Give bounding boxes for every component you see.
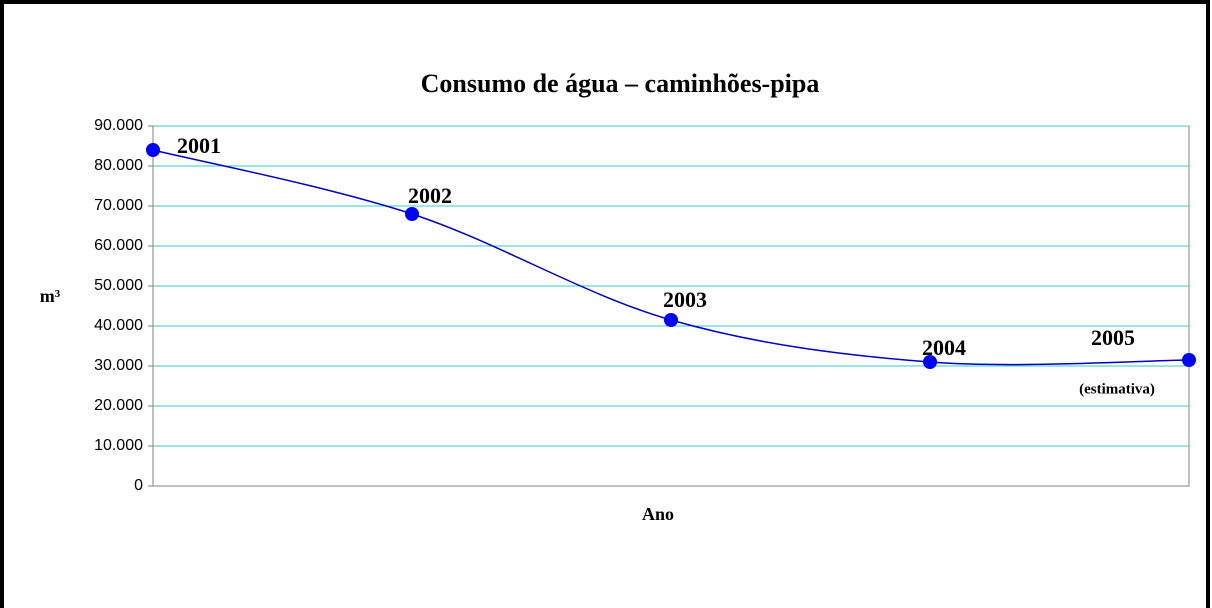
y-tick-label: 80.000 <box>94 157 143 174</box>
marker <box>1182 353 1196 367</box>
point-label: 2004 <box>922 335 966 360</box>
x-axis-label: Ano <box>642 504 674 524</box>
point-label: 2001 <box>177 133 221 158</box>
y-tick-label: 70.000 <box>94 197 143 214</box>
y-tick-label: 60.000 <box>94 237 143 254</box>
y-axis-label: m³ <box>40 286 61 306</box>
y-tick-label: 30.000 <box>94 357 143 374</box>
y-tick-label: 10.000 <box>94 437 143 454</box>
y-tick-label: 0 <box>134 477 143 494</box>
y-tick-label: 40.000 <box>94 317 143 334</box>
point-label: 2005 <box>1091 325 1135 350</box>
y-tick-label: 50.000 <box>94 277 143 294</box>
y-tick-label: 90.000 <box>94 117 143 134</box>
plot-area <box>152 125 1190 487</box>
annotation: (estimativa) <box>1079 381 1155 397</box>
point-label: 2002 <box>408 183 452 208</box>
y-tick-label: 20.000 <box>94 397 143 414</box>
marker <box>664 313 678 327</box>
chart-title: Consumo de água – caminhões-pipa <box>421 69 820 98</box>
marker <box>923 355 937 369</box>
marker <box>405 207 419 221</box>
marker <box>146 143 160 157</box>
point-label: 2003 <box>663 287 707 312</box>
